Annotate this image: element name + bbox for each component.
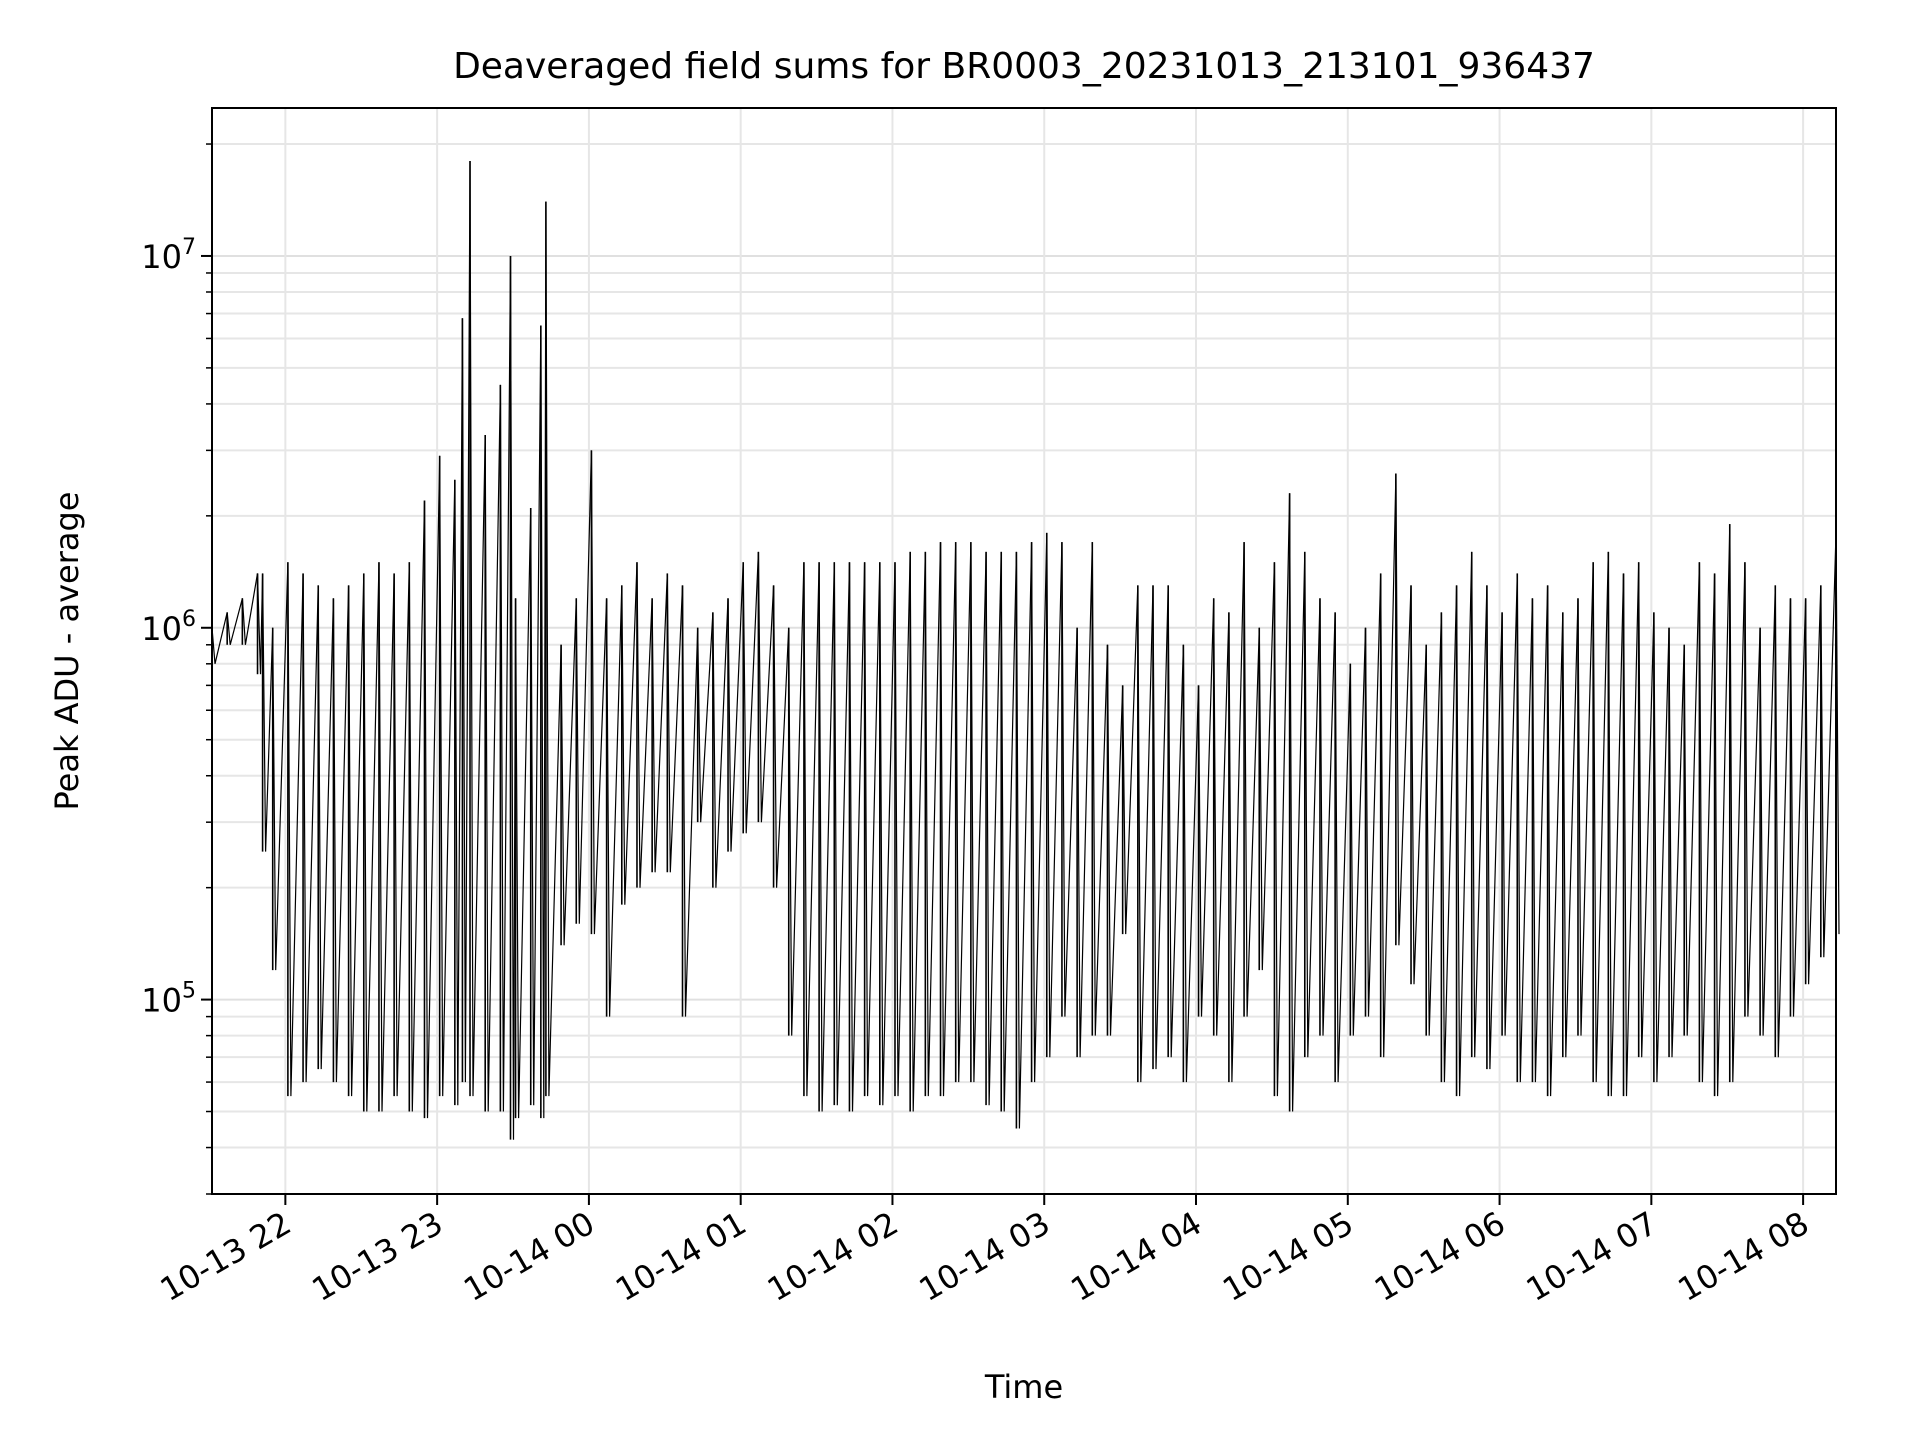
y-axis-label: Peak ADU - average <box>48 492 86 811</box>
y-axis: 105 106 107 <box>141 143 212 1195</box>
y-tick-label: 107 <box>141 235 196 276</box>
plot-frame <box>211 107 1837 1195</box>
grid <box>212 108 1836 1195</box>
series-trace <box>211 160 1840 1140</box>
chart-title: Deaveraged field sums for BR0003_2023101… <box>453 46 1595 87</box>
x-tick-label: 10-14 05 <box>1216 1204 1360 1309</box>
x-tick-label: 10-14 00 <box>457 1204 601 1309</box>
series-line <box>211 160 1840 1140</box>
x-tick-label: 10-14 06 <box>1368 1204 1512 1309</box>
x-tick-label: 10-14 01 <box>609 1204 753 1309</box>
x-tick-label: 10-14 04 <box>1064 1204 1208 1309</box>
x-tick-label: 10-13 22 <box>154 1204 298 1309</box>
y-tick-label: 106 <box>141 607 196 648</box>
x-tick-label: 10-13 23 <box>306 1204 450 1309</box>
x-axis: 10-13 22 10-13 23 10-14 00 10-14 01 10-14 02… <box>154 1194 1815 1309</box>
x-tick-label: 10-14 03 <box>913 1204 1057 1309</box>
x-tick-label: 10-14 08 <box>1672 1204 1816 1309</box>
y-tick-label: 105 <box>141 979 196 1020</box>
x-tick-label: 10-14 07 <box>1520 1204 1664 1309</box>
x-axis-label: Time <box>984 1368 1063 1406</box>
x-tick-label: 10-14 02 <box>761 1204 905 1309</box>
